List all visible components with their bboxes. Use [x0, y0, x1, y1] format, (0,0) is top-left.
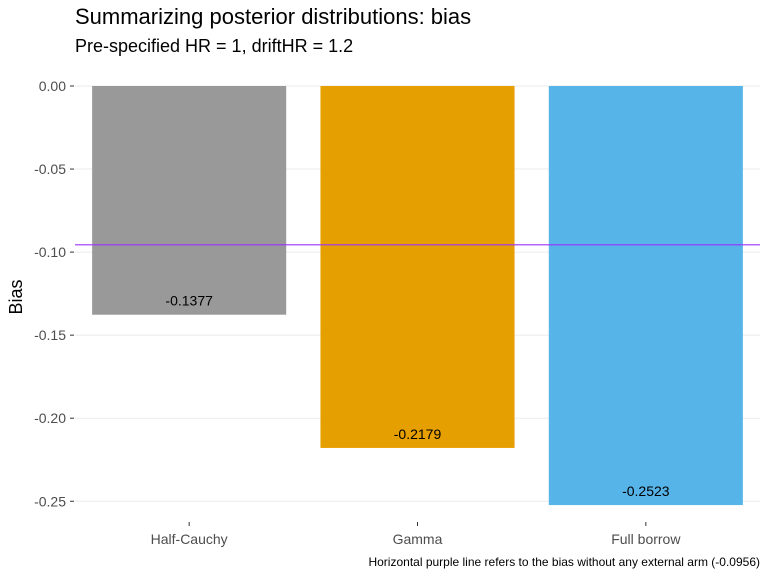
bar-gamma	[320, 86, 515, 448]
chart-subtitle: Pre-specified HR = 1, driftHR = 1.2	[75, 36, 354, 56]
y-tick-label: 0.00	[39, 78, 66, 94]
data-label: -0.2523	[622, 483, 670, 499]
x-tick-label: Gamma	[393, 531, 443, 547]
y-tick-label: -0.15	[34, 327, 66, 343]
y-axis-title: Bias	[6, 279, 26, 314]
y-tick-label: -0.20	[34, 410, 66, 426]
chart-caption: Horizontal purple line refers to the bia…	[368, 555, 760, 569]
x-tick-label: Full borrow	[611, 531, 681, 547]
bar-half-cauchy	[92, 86, 287, 315]
chart-title: Summarizing posterior distributions: bia…	[75, 4, 472, 29]
y-tick-label: -0.25	[34, 493, 66, 509]
x-tick-label: Half-Cauchy	[151, 531, 228, 547]
y-tick-label: -0.05	[34, 161, 66, 177]
data-label: -0.2179	[394, 426, 442, 442]
y-tick-label: -0.10	[34, 244, 66, 260]
bar-full-borrow	[548, 86, 743, 506]
data-label: -0.1377	[165, 293, 213, 309]
